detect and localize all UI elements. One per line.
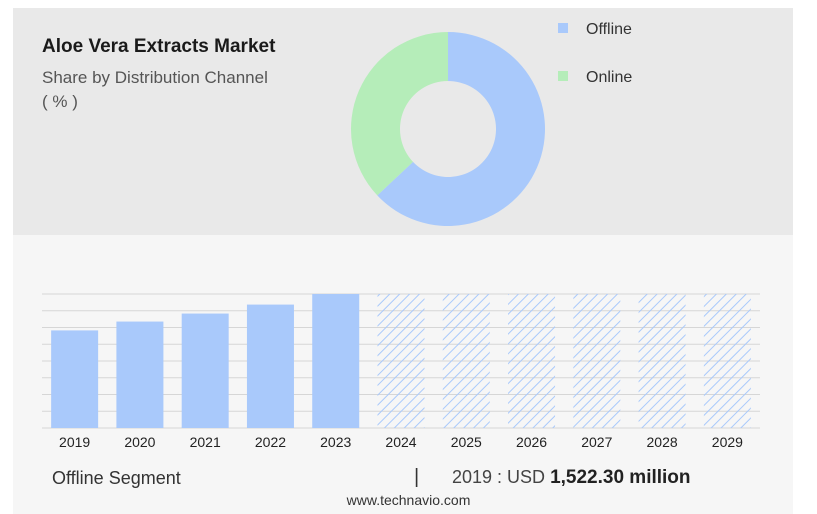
x-tick-2024: 2024: [385, 434, 416, 450]
x-tick-2021: 2021: [190, 434, 221, 450]
separator: |: [414, 466, 420, 488]
bar-2025: [442, 294, 490, 428]
segment-label: Offline Segment: [52, 468, 181, 488]
chart-unit: ( % ): [42, 92, 78, 111]
bar-2026: [508, 294, 556, 428]
x-tick-2028: 2028: [647, 434, 678, 450]
bar-2024: [377, 294, 425, 428]
bar-2027: [573, 294, 621, 428]
legend-label-online: Online: [586, 69, 633, 86]
donut-slice-online: [351, 32, 448, 196]
legend-item-offline: Offline: [558, 21, 632, 39]
segment-value: 2019 : USD 1,522.30 million: [452, 467, 691, 489]
x-tick-2025: 2025: [451, 434, 482, 450]
chart-subtitle: Share by Distribution Channel: [42, 68, 268, 87]
x-tick-2022: 2022: [255, 434, 286, 450]
legend-swatch-online: [558, 71, 568, 81]
x-tick-2019: 2019: [59, 434, 90, 450]
legend-swatch-offline: [558, 23, 568, 33]
legend-label-offline: Offline: [586, 21, 632, 38]
bar-2023: [312, 294, 360, 428]
donut-chart: [351, 32, 545, 226]
x-tick-2027: 2027: [581, 434, 612, 450]
source-url: www.technavio.com: [346, 492, 471, 508]
donut-slice-offline: [377, 32, 545, 226]
chart-title: Aloe Vera Extracts Market: [42, 36, 276, 57]
x-tick-2020: 2020: [124, 434, 155, 450]
bar-2029: [703, 294, 751, 428]
bar-2020: [116, 321, 164, 428]
bar-2022: [246, 304, 294, 428]
legend-item-online: Online: [558, 69, 632, 87]
bar-2028: [638, 294, 686, 428]
segment-year-prefix: 2019 : USD: [452, 467, 551, 487]
bar-2019: [51, 330, 99, 428]
bar-2021: [181, 313, 229, 428]
x-tick-2026: 2026: [516, 434, 547, 450]
x-tick-2029: 2029: [712, 434, 743, 450]
x-tick-2023: 2023: [320, 434, 351, 450]
segment-value-amount: 1,522.30 million: [550, 467, 691, 488]
